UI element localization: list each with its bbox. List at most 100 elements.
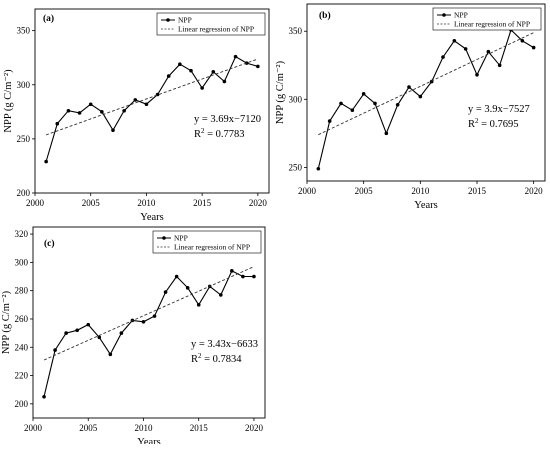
npp-point [350, 108, 355, 112]
legend-box [156, 12, 266, 36]
panel-label: (c) [44, 238, 55, 249]
npp-point [219, 293, 223, 297]
y-tick-label: 350 [289, 26, 303, 36]
npp-point [144, 102, 149, 107]
legend-npp-label: NPP [178, 16, 192, 25]
npp-point [222, 79, 227, 84]
legend-npp-marker [442, 13, 446, 17]
x-tick-label: 2010 [411, 186, 430, 196]
r-squared-symbol: R [468, 119, 475, 130]
npp-point [86, 322, 91, 327]
npp-line [317, 28, 534, 169]
x-tick-label: 2010 [134, 423, 153, 433]
npp-point [75, 328, 79, 333]
y-tick-label: 320 [15, 229, 29, 239]
x-tick-label: 2000 [298, 186, 317, 196]
x-tick-label: 2005 [79, 423, 98, 433]
npp-point [77, 111, 82, 115]
x-tick-label: 2020 [245, 423, 264, 433]
y-tick-label: 220 [15, 371, 29, 381]
r-squared-exponent: 2 [198, 352, 202, 360]
x-tick-label: 2000 [24, 423, 43, 433]
npp-point [211, 69, 216, 74]
npp-point [163, 290, 168, 294]
npp-point [230, 269, 234, 273]
y-tick-label: 350 [17, 26, 31, 36]
x-tick-label: 2015 [468, 186, 487, 196]
r-squared-value: = 0.7834 [202, 354, 243, 365]
npp-point [441, 55, 445, 59]
npp-point [256, 64, 260, 69]
npp-point [141, 319, 146, 324]
r-squared-value: = 0.7783 [205, 129, 245, 140]
npp-line [43, 270, 254, 397]
regression-equation: y = 3.9x−7527 [468, 104, 530, 115]
y-axis-title: NPP (g C/m⁻²) [3, 69, 14, 133]
y-tick-label: 300 [289, 94, 303, 104]
x-tick-label: 2010 [137, 198, 156, 208]
npp-point [44, 159, 48, 164]
npp-point [166, 74, 171, 78]
r-squared-value: = 0.7695 [479, 119, 519, 130]
y-tick-label: 280 [15, 286, 29, 296]
npp-point [233, 54, 238, 59]
y-tick-label: 240 [15, 342, 29, 352]
npp-point [133, 98, 138, 102]
npp-point [418, 94, 423, 99]
npp-point [55, 121, 60, 126]
y-axis-title: NPP (g C/m⁻²) [275, 60, 286, 124]
x-tick-label: 2015 [190, 423, 209, 433]
y-tick-label: 260 [15, 314, 29, 324]
npp-point [475, 73, 479, 77]
r-squared: R2 = 0.7695 [468, 117, 519, 130]
npp-point [244, 61, 249, 65]
npp-point [174, 274, 179, 279]
npp-point [241, 274, 245, 279]
npp-point [178, 62, 182, 66]
npp-point [97, 335, 102, 340]
x-axis-title: Years [140, 212, 163, 223]
regression-line [43, 266, 255, 361]
legend-regression-label: Linear regression of NPP [178, 25, 254, 34]
x-tick-label: 2000 [26, 198, 45, 208]
legend-box [432, 7, 542, 31]
npp-point [497, 63, 502, 68]
npp-point [42, 394, 46, 399]
npp-point [108, 352, 113, 357]
y-axis-title: NPP (g C/m⁻²) [1, 290, 12, 354]
legend-npp-label: NPP [174, 234, 188, 243]
npp-point [100, 110, 104, 114]
x-axis-title: Years [137, 437, 160, 444]
npp-point [196, 303, 201, 307]
r-squared-exponent: 2 [201, 127, 205, 135]
plot-frame [34, 8, 270, 194]
npp-point [152, 314, 157, 318]
y-tick-label: 250 [17, 134, 31, 144]
legend-npp-label: NPP [454, 11, 468, 20]
npp-point [122, 108, 126, 113]
panel-label: (b) [319, 10, 331, 21]
legend-npp-marker [166, 18, 170, 22]
regression-line [45, 58, 259, 136]
legend-regression-label: Linear regression of NPP [454, 20, 530, 29]
npp-point [252, 274, 256, 279]
npp-point [119, 331, 124, 335]
regression-equation: y = 3.69x−7120 [194, 114, 261, 125]
panel-c: (c) 2000 2005 2010 2015 2020 200 220 240 260 280 30… [1, 226, 266, 448]
x-tick-label: 2005 [82, 198, 101, 208]
npp-point [185, 286, 190, 290]
npp-point [66, 108, 71, 113]
npp-point [373, 101, 377, 106]
npp-point [407, 85, 411, 89]
legend-regression-label: Linear regression of NPP [174, 243, 250, 252]
npp-point [327, 119, 332, 123]
y-tick-label: 200 [17, 188, 31, 198]
x-tick-label: 2005 [355, 186, 374, 196]
npp-point [339, 101, 343, 106]
npp-point [64, 331, 68, 335]
r-squared-symbol: R [191, 354, 198, 365]
regression-equation: y = 3.43x−6633 [191, 339, 258, 350]
